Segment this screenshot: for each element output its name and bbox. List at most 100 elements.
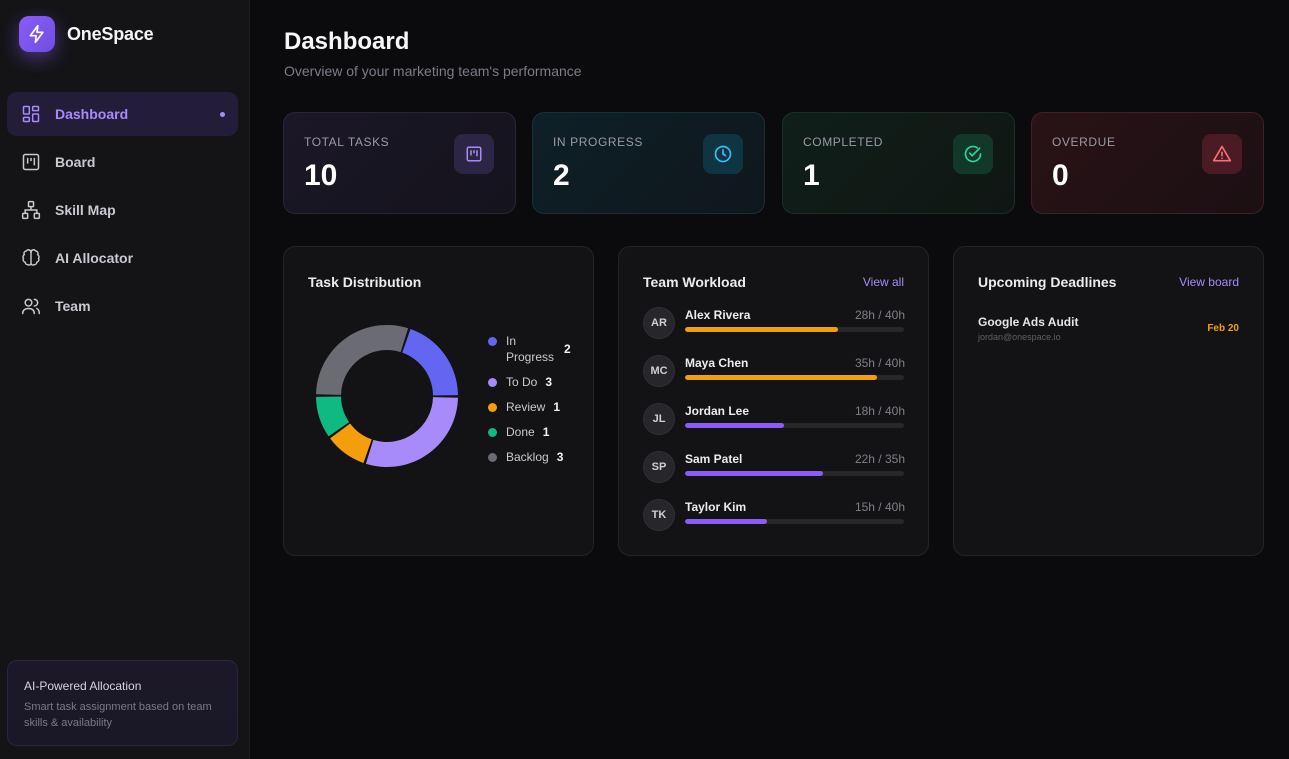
lightning-icon [19, 16, 55, 52]
donut-slice-backlog[interactable] [316, 325, 409, 395]
stat-card-in-progress: IN PROGRESS 2 [532, 112, 765, 214]
legend-item: Done 1 [488, 424, 578, 440]
sidebar-item-label: Board [55, 154, 96, 170]
workload-row[interactable]: JL Jordan Lee 18h / 40h [643, 403, 905, 437]
legend-label: To Do [506, 375, 538, 389]
alert-triangle-icon [1202, 134, 1242, 174]
member-hours: 28h / 40h [854, 308, 905, 322]
legend-item: Backlog 3 [488, 449, 578, 465]
avatar: TK [643, 499, 675, 531]
promo-text: Smart task assignment based on team skil… [24, 701, 212, 729]
legend-value: 3 [545, 375, 553, 389]
page-subtitle: Overview of your marketing team's perfor… [284, 63, 582, 79]
page-title: Dashboard [284, 28, 410, 55]
ai-promo-card: AI-Powered Allocation Smart task assignm… [7, 660, 238, 746]
workload-bar [685, 327, 904, 332]
sidebar-item-board[interactable]: Board [7, 140, 238, 184]
avatar: MC [643, 355, 675, 387]
view-all-link[interactable]: View all [862, 275, 904, 289]
dashboard-grid-icon [20, 103, 42, 125]
donut-slice-to-do[interactable] [365, 397, 458, 467]
legend-value: 2 [564, 342, 571, 356]
legend-item: In Progress 2 [488, 333, 578, 365]
kanban-icon [454, 134, 494, 174]
member-name: Alex Rivera [685, 308, 751, 322]
avatar: AR [643, 307, 675, 339]
stat-label: COMPLETED [803, 135, 884, 149]
donut-chart [316, 325, 458, 467]
task-distribution-card: Task Distribution In Progress 2 To Do 3 … [283, 246, 594, 556]
users-icon [20, 295, 42, 317]
active-indicator-dot [220, 112, 225, 117]
stat-label: TOTAL TASKS [304, 135, 390, 149]
workload-row[interactable]: TK Taylor Kim 15h / 40h [643, 499, 905, 533]
stat-card-total-tasks: TOTAL TASKS 10 [283, 112, 516, 214]
sidebar-item-label: Skill Map [55, 202, 116, 218]
workload-row[interactable]: MC Maya Chen 35h / 40h [643, 355, 905, 389]
legend-item: Review 1 [488, 399, 578, 415]
stat-label: OVERDUE [1052, 135, 1116, 149]
member-name: Taylor Kim [685, 500, 747, 514]
view-board-link[interactable]: View board [1179, 275, 1239, 289]
legend-item: To Do 3 [488, 374, 578, 390]
sidebar-nav: Dashboard Board Skill Map AI Allocator [7, 92, 238, 332]
hierarchy-network-icon [20, 199, 42, 221]
workload-bar [685, 519, 904, 524]
stat-label: IN PROGRESS [553, 135, 643, 149]
donut-slice-in-progress[interactable] [402, 329, 458, 396]
promo-title: AI-Powered Allocation [24, 679, 142, 693]
legend-label: Review [506, 400, 546, 414]
workload-bar-fill [685, 423, 784, 428]
workload-bar-fill [685, 375, 877, 380]
brand[interactable]: OneSpace [19, 16, 154, 52]
sidebar-item-skill-map[interactable]: Skill Map [7, 188, 238, 232]
member-name: Jordan Lee [685, 404, 750, 418]
legend-swatch [488, 378, 497, 387]
sidebar-item-label: Team [55, 298, 91, 314]
legend-swatch [488, 453, 497, 462]
stat-card-completed: COMPLETED 1 [782, 112, 1015, 214]
clock-icon [703, 134, 743, 174]
brain-icon [20, 247, 42, 269]
legend-swatch [488, 337, 497, 346]
upcoming-deadlines-card: Upcoming Deadlines View board Google Ads… [953, 246, 1264, 556]
avatar: SP [643, 451, 675, 483]
chart-legend: In Progress 2 To Do 3 Review 1 Done 1 Ba… [488, 333, 578, 474]
sidebar-item-ai-allocator[interactable]: AI Allocator [7, 236, 238, 280]
brand-name: OneSpace [67, 23, 154, 44]
kanban-board-icon [20, 151, 42, 173]
legend-value: 1 [553, 400, 561, 414]
stat-value: 1 [803, 159, 820, 192]
stat-value: 10 [304, 159, 338, 192]
donut-slice-review[interactable] [330, 423, 372, 463]
sidebar-item-dashboard[interactable]: Dashboard [7, 92, 238, 136]
workload-row[interactable]: SP Sam Patel 22h / 35h [643, 451, 905, 485]
workload-bar-fill [685, 471, 823, 476]
sidebar-item-label: AI Allocator [55, 250, 134, 266]
check-circle-icon [953, 134, 993, 174]
card-title: Task Distribution [308, 274, 422, 290]
sidebar-item-team[interactable]: Team [7, 284, 238, 328]
workload-row[interactable]: AR Alex Rivera 28h / 40h [643, 307, 905, 341]
workload-bar [685, 423, 904, 428]
member-hours: 15h / 40h [854, 500, 905, 514]
stat-card-overdue: OVERDUE 0 [1031, 112, 1264, 214]
legend-swatch [488, 403, 497, 412]
member-hours: 35h / 40h [854, 356, 905, 370]
card-title: Upcoming Deadlines [978, 274, 1117, 290]
workload-bar [685, 375, 904, 380]
member-hours: 22h / 35h [854, 452, 905, 466]
deadline-assignee: jordan@onespace.io [978, 332, 1061, 342]
member-name: Sam Patel [685, 452, 743, 466]
workload-bar [685, 471, 904, 476]
legend-label: Backlog [506, 450, 549, 464]
workload-bar-fill [685, 519, 768, 524]
donut-slice-done[interactable] [316, 396, 350, 437]
team-workload-card: Team Workload View all AR Alex Rivera 28… [618, 246, 929, 556]
deadline-date: Feb 20 [1207, 323, 1239, 334]
sidebar: OneSpace Dashboard Board Skill Map [0, 0, 250, 759]
sidebar-item-label: Dashboard [55, 106, 129, 122]
member-hours: 18h / 40h [854, 404, 905, 418]
avatar: JL [643, 403, 675, 435]
legend-swatch [488, 428, 497, 437]
